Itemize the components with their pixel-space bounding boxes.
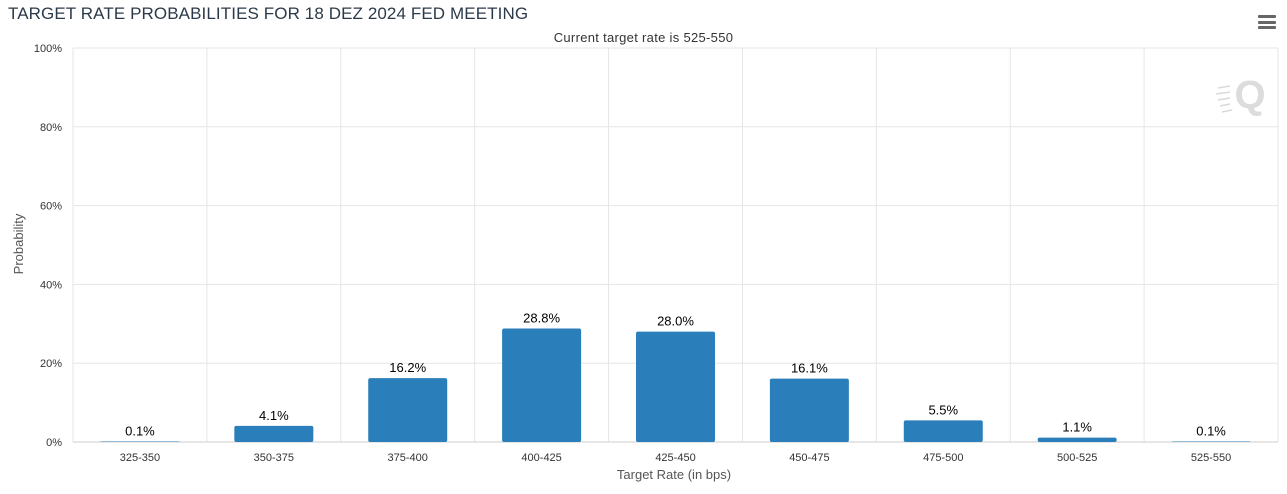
bar-data-label: 0.1% — [125, 424, 155, 439]
x-tick-label: 475-500 — [923, 452, 963, 464]
bar-data-label: 16.2% — [389, 360, 426, 375]
svg-text:Q: Q — [1234, 73, 1265, 117]
x-tick-label: 325-350 — [120, 452, 160, 464]
bar-data-label: 0.1% — [1196, 424, 1226, 439]
bar[interactable] — [1171, 441, 1251, 443]
y-tick-label: 40% — [40, 279, 62, 291]
bar[interactable] — [234, 425, 314, 442]
y-tick-label: 60% — [40, 201, 62, 213]
chart-title: TARGET RATE PROBABILITIES FOR 18 DEZ 202… — [8, 4, 529, 23]
hamburger-menu-icon[interactable] — [1258, 15, 1276, 29]
y-tick-label: 100% — [34, 43, 62, 55]
axis-layer: 0% 20% 40% 60% 80% 100% 325-350 350-375 375-400 4… — [34, 43, 1231, 464]
x-tick-label: 425-450 — [655, 452, 695, 464]
x-axis-title: Target Rate (in bps) — [617, 467, 731, 482]
bar[interactable] — [769, 378, 849, 442]
bar-data-label: 4.1% — [259, 408, 289, 423]
bar-data-label: 16.1% — [791, 361, 828, 376]
labels-layer: 0.1% 4.1% 16.2% 28.8% 28.0% 16.1% 5.5% 1.1% 0.1% — [125, 311, 1226, 439]
bar[interactable] — [100, 441, 180, 443]
y-axis-title: Probability — [11, 213, 26, 274]
bar[interactable] — [1037, 437, 1117, 442]
x-tick-label: 400-425 — [521, 452, 561, 464]
bar-data-label: 28.0% — [657, 314, 694, 329]
x-tick-label: 375-400 — [388, 452, 428, 464]
y-tick-label: 20% — [40, 358, 62, 370]
bar[interactable] — [502, 328, 582, 442]
x-tick-label: 500-525 — [1057, 452, 1097, 464]
bar-data-label: 1.1% — [1062, 420, 1092, 435]
x-tick-label: 350-375 — [254, 452, 294, 464]
bar[interactable] — [368, 378, 448, 442]
bar[interactable] — [903, 420, 983, 442]
y-tick-label: 0% — [46, 437, 62, 449]
bars-layer — [100, 328, 1251, 443]
x-tick-label: 450-475 — [789, 452, 829, 464]
bar[interactable] — [636, 331, 715, 442]
bar-data-label: 28.8% — [523, 311, 560, 326]
bar-data-label: 5.5% — [928, 402, 958, 417]
q-logo-icon: Q — [1214, 70, 1274, 120]
chart-subtitle: Current target rate is 525-550 — [553, 30, 734, 45]
y-tick-label: 80% — [40, 122, 62, 134]
x-tick-label: 525-550 — [1191, 452, 1231, 464]
